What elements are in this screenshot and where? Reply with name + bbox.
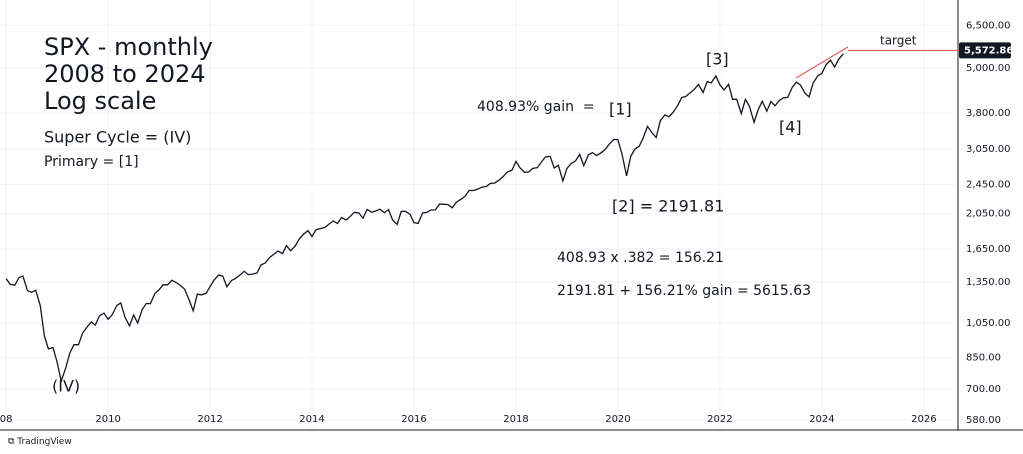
annotation: 408.93% gain =: [477, 99, 595, 115]
y-tick-label: 6,500.00: [966, 20, 1011, 31]
x-tick-label: 2026: [911, 414, 936, 425]
x-tick-label: 2014: [299, 414, 324, 425]
y-tick-label: 700.00: [966, 384, 1001, 395]
y-tick-label: 2,450.00: [966, 180, 1011, 191]
x-tick-label: 2010: [95, 414, 120, 425]
annotation: [3]: [706, 50, 729, 69]
annotation: 2191.81 + 156.21% gain = 5615.63: [557, 283, 811, 299]
title: SPX - monthly: [44, 33, 213, 61]
footer-text: TradingView: [16, 437, 71, 447]
x-tick-label: 2020: [605, 414, 630, 425]
title: 2008 to 2024: [44, 60, 206, 88]
y-tick-label: 3,050.00: [966, 144, 1011, 155]
annotation: [2] = 2191.81: [612, 197, 724, 216]
annotation: (IV): [52, 377, 80, 396]
y-tick-label: 3,800.00: [966, 108, 1011, 119]
annotation: Super Cycle = (IV): [44, 128, 191, 147]
grid: [0, 0, 958, 430]
trend-line: [795, 46, 849, 79]
title: Log scale: [44, 87, 156, 115]
y-tick-label: 1,650.00: [966, 244, 1011, 255]
annotation: 408.93 x .382 = 156.21: [557, 250, 724, 266]
x-tick-label: 2016: [401, 414, 426, 425]
price-label-box: [959, 42, 1011, 59]
y-tick-label: 2,050.00: [966, 209, 1011, 220]
y-tick-label: 1,350.00: [966, 277, 1011, 288]
annotation: [1]: [609, 100, 632, 119]
x-tick-label: 08: [0, 414, 12, 425]
footer: ⧉ TradingView: [8, 437, 72, 447]
y-tick-label: 5,000.00: [966, 63, 1011, 74]
x-tick-label: 2024: [809, 414, 834, 425]
price-line: [5, 53, 844, 384]
annotation: target: [880, 34, 917, 48]
y-tick-label: 580.00: [966, 415, 1001, 426]
y-tick-label: 1,050.00: [966, 318, 1011, 329]
y-tick-label: 850.00: [966, 352, 1001, 363]
price-label: 5,572.86: [964, 45, 1013, 56]
annotation: [4]: [779, 118, 802, 137]
annotation: Primary = [1]: [44, 154, 139, 170]
x-tick-label: 2022: [707, 414, 732, 425]
x-tick-label: 2018: [503, 414, 528, 425]
x-tick-label: 2012: [197, 414, 222, 425]
